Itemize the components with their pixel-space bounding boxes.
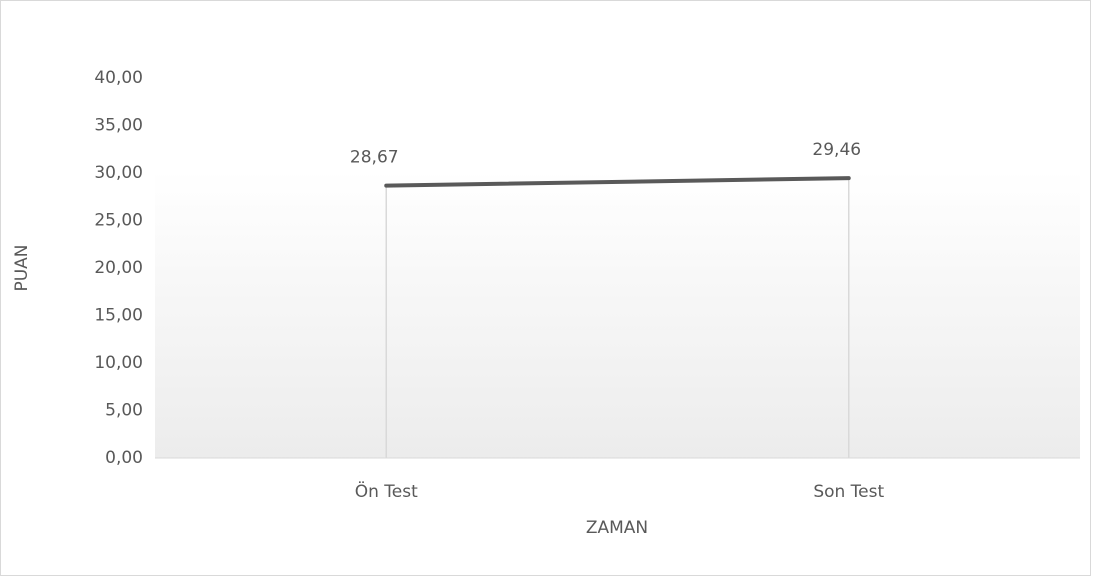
y-axis-title: PUAN — [12, 244, 32, 291]
series-line — [384, 176, 851, 188]
x-tick-label: Ön Test — [355, 480, 418, 502]
data-label: 28,67 — [350, 148, 399, 168]
y-tick-label: 0,00 — [105, 448, 143, 468]
y-tick-label: 10,00 — [94, 353, 143, 373]
y-tick-label: 30,00 — [94, 163, 143, 183]
y-tick-label: 15,00 — [94, 306, 143, 326]
y-tick-label: 5,00 — [105, 401, 143, 421]
y-tick-label: 35,00 — [94, 116, 143, 136]
plot-shading — [155, 170, 1080, 458]
y-tick-label: 40,00 — [94, 68, 143, 88]
y-tick-label: 20,00 — [94, 258, 143, 278]
data-label: 29,46 — [812, 140, 861, 160]
y-tick-label: 25,00 — [94, 211, 143, 231]
x-tick-label: Son Test — [813, 482, 884, 502]
x-axis-title: ZAMAN — [586, 518, 648, 538]
